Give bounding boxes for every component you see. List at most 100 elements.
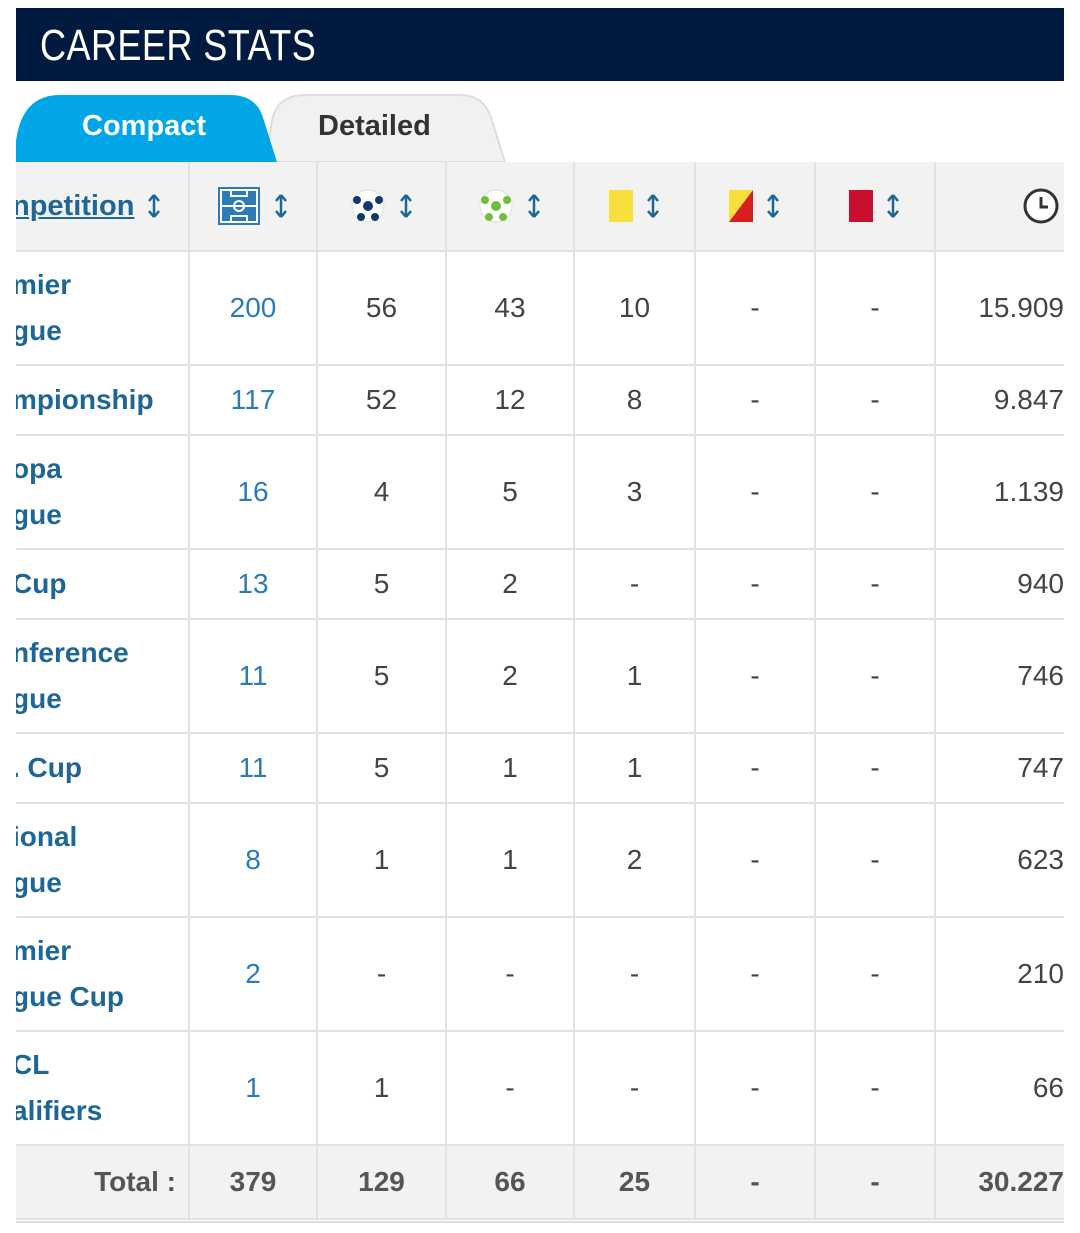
competition-name[interactable]: gue [16, 315, 62, 346]
stat-cell: 8 [575, 366, 696, 436]
stat-cell: 1 [190, 1032, 318, 1146]
stat-value: 2 [502, 568, 518, 599]
stat-cell: 1 [447, 804, 575, 918]
total-cell: 66 [447, 1146, 575, 1220]
stat-value: 2 [626, 844, 643, 875]
stat-cell: - [696, 366, 816, 436]
competition-cell: mier gue [16, 252, 190, 366]
competition-cell: opa gue [16, 436, 190, 550]
stat-value: - [870, 660, 880, 691]
tab-detailed[interactable]: Detailed [318, 110, 431, 142]
total-value: 379 [229, 1166, 277, 1197]
stat-cell: 5 [447, 436, 575, 550]
stat-cell: 747 [936, 734, 1064, 804]
stat-value: 2 [245, 958, 261, 989]
header-cell [447, 162, 575, 252]
sort-arrow[interactable] [398, 192, 414, 220]
stat-value: - [870, 844, 880, 875]
stat-cell: 1.139 [936, 436, 1064, 550]
stat-cell: 16 [190, 436, 318, 550]
competition-name[interactable]: mpionship [16, 384, 154, 415]
stat-value: - [870, 384, 880, 415]
competition-name[interactable]: gue [16, 683, 62, 714]
header-cell: npetition [16, 162, 190, 252]
stat-value: 5 [373, 752, 390, 783]
stat-cell: 11 [190, 734, 318, 804]
stat-value: 940 [1017, 568, 1064, 599]
stat-cell: 1 [575, 734, 696, 804]
sort-arrow[interactable] [885, 192, 901, 220]
stat-cell: 2 [447, 620, 575, 734]
stat-cell: - [696, 550, 816, 620]
stat-cell: 4 [318, 436, 447, 550]
total-cell: - [816, 1146, 936, 1220]
header-bar: CAREER STATS [16, 8, 1064, 81]
stat-value: - [870, 752, 880, 783]
stat-value: - [629, 958, 640, 989]
stat-cell: - [816, 620, 936, 734]
total-cell: 25 [575, 1146, 696, 1220]
sort-arrow[interactable] [765, 192, 781, 220]
tab-detailed-bg[interactable] [263, 94, 507, 162]
stat-cell: 1 [318, 1032, 447, 1146]
stat-value: 1 [502, 844, 518, 875]
stat-cell: - [575, 918, 696, 1032]
competition-name[interactable]: Cup [16, 568, 67, 599]
stat-cell: - [816, 804, 936, 918]
stat-cell: 43 [447, 252, 575, 366]
competition-name[interactable]: opa [16, 453, 62, 484]
stat-value: 52 [365, 384, 398, 415]
stat-value: 5 [373, 660, 390, 691]
stat-cell: 9.847 [936, 366, 1064, 436]
stat-value: 623 [1017, 844, 1064, 875]
competition-name[interactable]: mier [16, 269, 72, 300]
stat-cell: 2 [190, 918, 318, 1032]
stat-value: 16 [237, 476, 269, 507]
column-header[interactable]: npetition [16, 190, 135, 222]
sort-arrow[interactable] [146, 192, 162, 220]
stat-value: - [629, 568, 640, 599]
stat-value: - [629, 1072, 640, 1103]
competition-name[interactable]: gue [16, 499, 62, 530]
tab-compact[interactable]: Compact [82, 110, 207, 142]
competition-cell: mier gue Cup [16, 918, 190, 1032]
sort-arrow[interactable] [273, 192, 289, 220]
stat-value: 66 [1032, 1072, 1064, 1103]
competition-name[interactable]: . Cup [16, 752, 82, 783]
total-cell: 129 [318, 1146, 447, 1220]
stat-cell: - [816, 734, 936, 804]
stat-cell: 56 [318, 252, 447, 366]
competition-name[interactable]: gue [16, 867, 62, 898]
stat-cell: 1 [318, 804, 447, 918]
stat-cell: 5 [318, 734, 447, 804]
stat-value: 746 [1017, 660, 1064, 691]
sort-arrow[interactable] [526, 192, 542, 220]
competition-name[interactable]: mier [16, 935, 72, 966]
stat-value: 10 [618, 292, 651, 323]
total-cell: 30.227 [936, 1146, 1064, 1220]
sort-arrow[interactable] [645, 192, 661, 220]
stat-value: 1 [626, 752, 643, 783]
stat-value: 15.909 [978, 292, 1064, 323]
stat-value: - [870, 958, 880, 989]
stat-cell: 3 [575, 436, 696, 550]
total-label: Total : [94, 1166, 176, 1197]
stat-cell: - [696, 918, 816, 1032]
stat-cell: 1 [575, 620, 696, 734]
tab-compact-bg[interactable] [16, 95, 277, 162]
competition-name[interactable]: alifiers [16, 1095, 103, 1126]
stat-cell: 5 [318, 550, 447, 620]
competition-name[interactable]: nference [16, 637, 129, 668]
stat-cell: - [318, 918, 447, 1032]
stat-cell: 5 [318, 620, 447, 734]
stat-cell: - [447, 1032, 575, 1146]
total-value: 66 [494, 1166, 526, 1197]
stat-cell: - [816, 918, 936, 1032]
stat-value: 1.139 [993, 476, 1064, 507]
total-cell: 379 [190, 1146, 318, 1220]
total-value: - [750, 1166, 760, 1197]
competition-name[interactable]: gue Cup [16, 981, 124, 1012]
competition-name[interactable]: CL [16, 1049, 50, 1080]
stat-value: - [750, 1072, 760, 1103]
competition-name[interactable]: ional [16, 821, 78, 852]
